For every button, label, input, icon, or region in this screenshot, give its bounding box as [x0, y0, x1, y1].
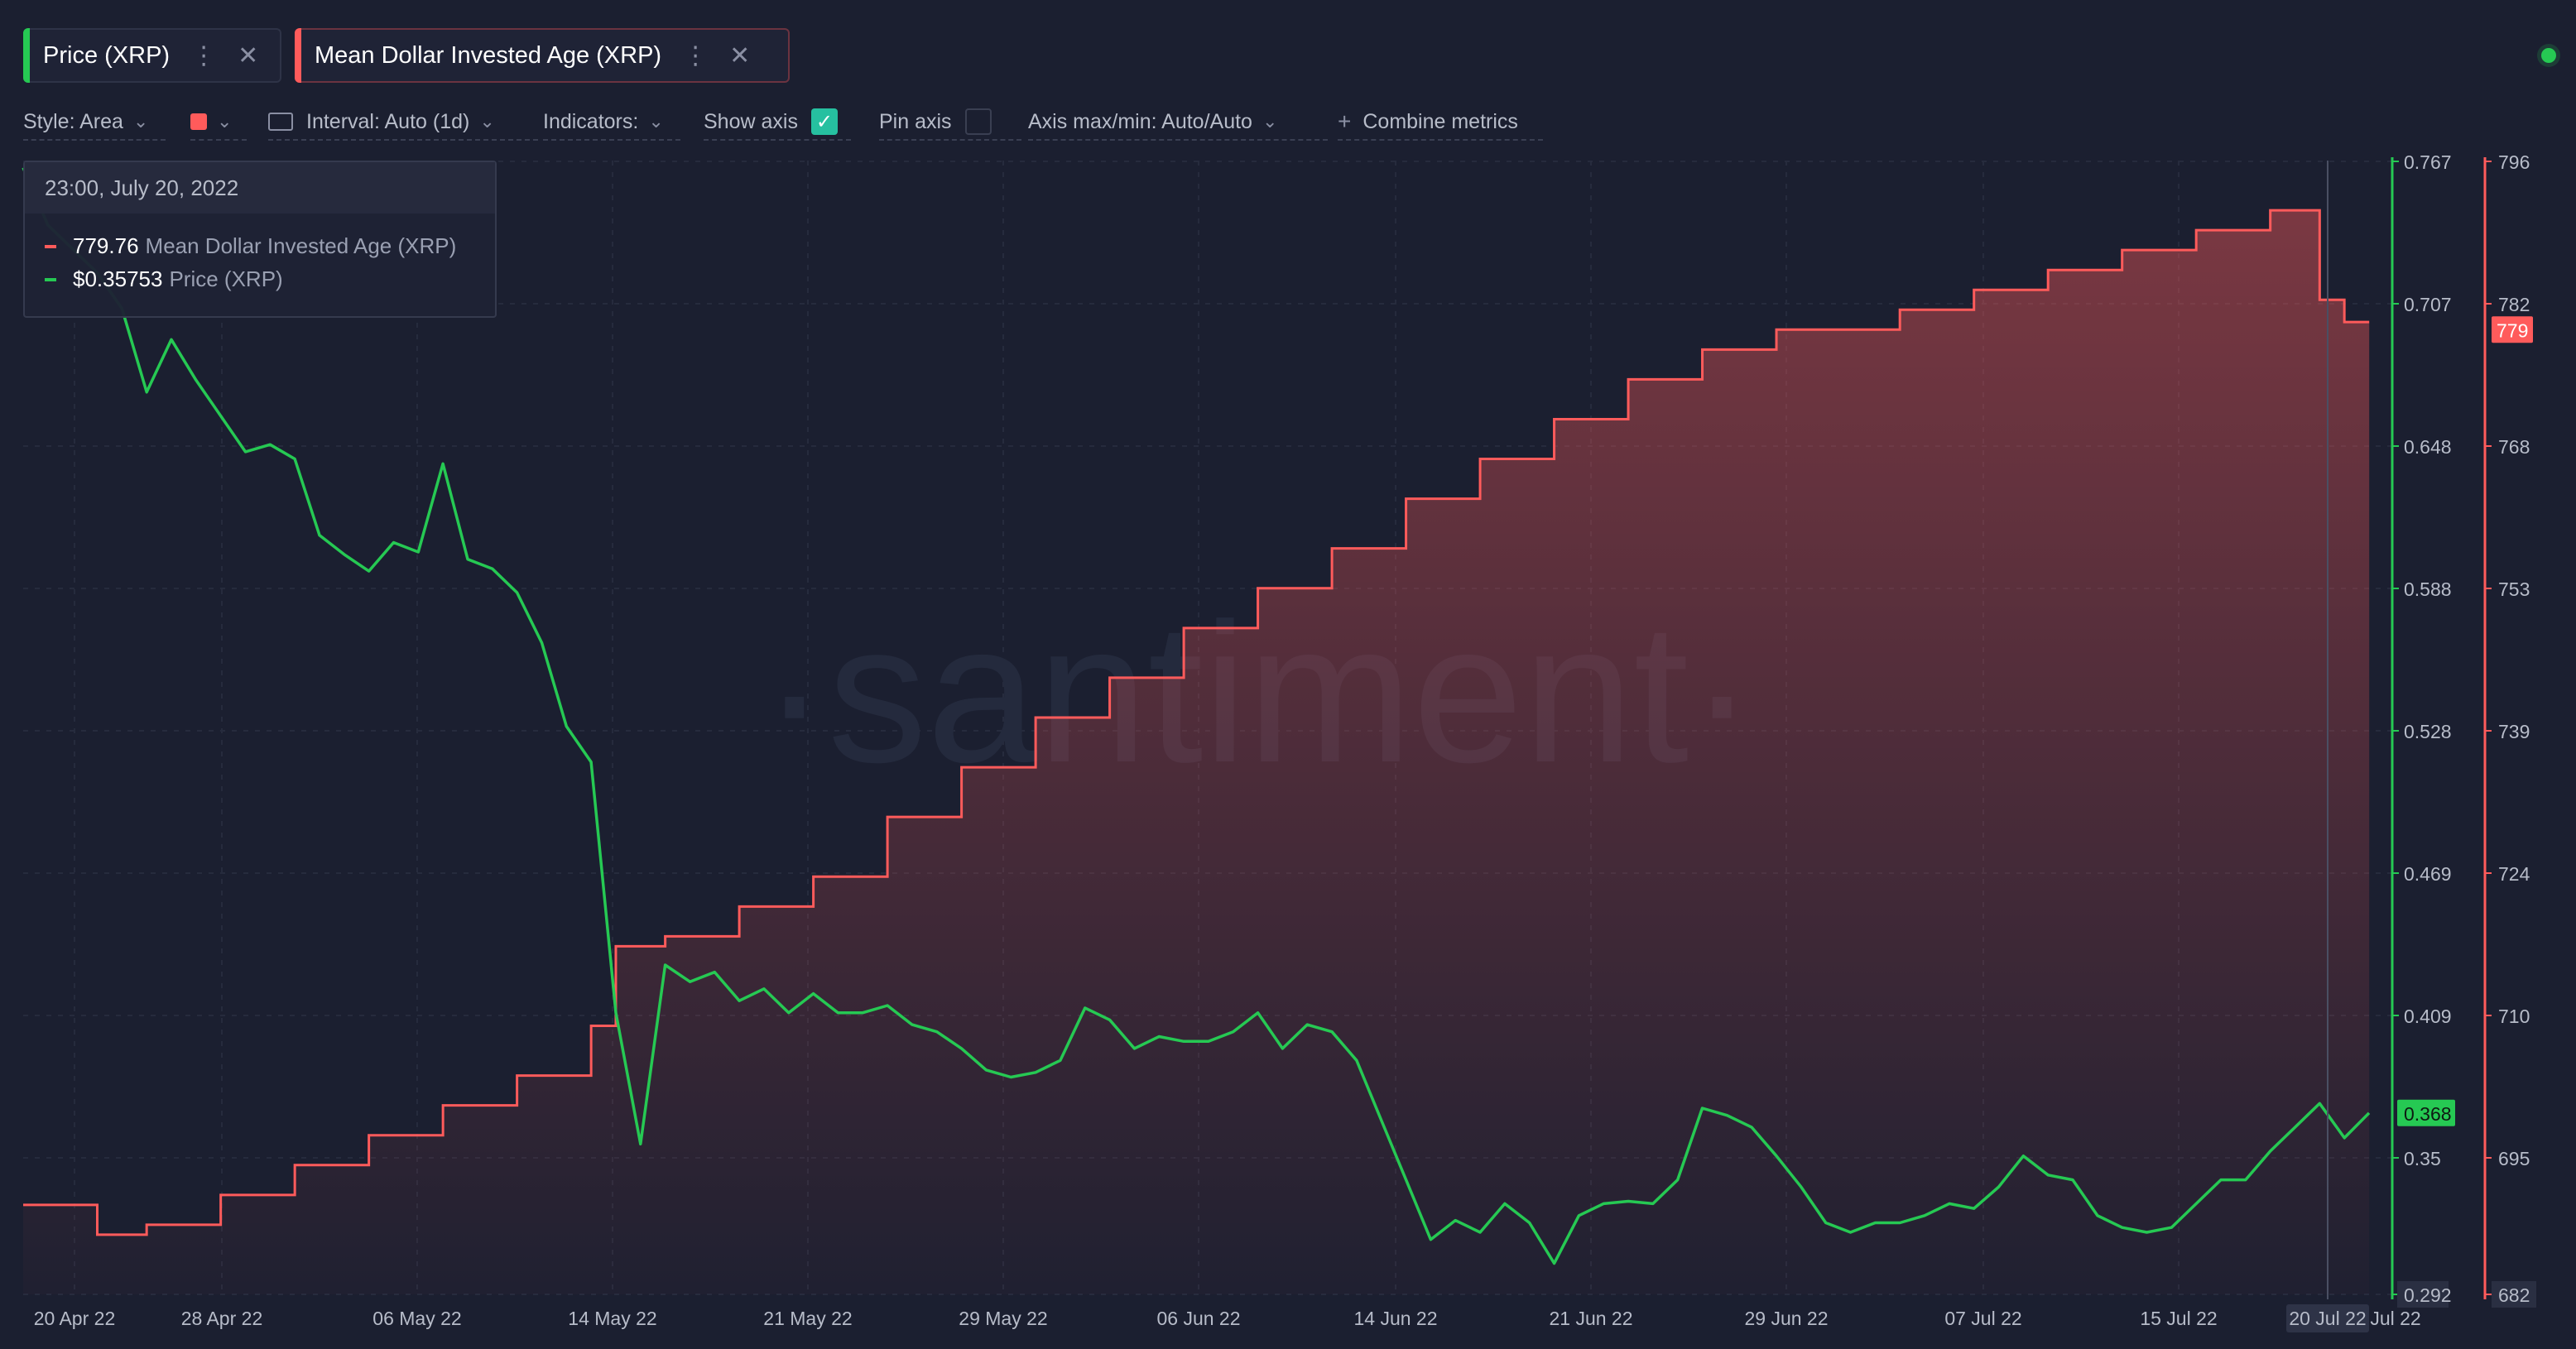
indicators-dropdown[interactable]: Indicators: ⌄	[543, 104, 680, 141]
mdia-current-marker	[2492, 316, 2533, 343]
price-tick-label: 0.648	[2404, 436, 2452, 458]
show-axis-label: Show axis	[704, 109, 798, 133]
mdia-tick-label: 682	[2498, 1284, 2530, 1306]
x-tick-label: 06 May 22	[372, 1308, 461, 1329]
mdia-tick-label: 695	[2498, 1148, 2530, 1169]
checkbox-checked-icon[interactable]: ✓	[810, 108, 838, 135]
series-color-icon	[45, 244, 56, 248]
tooltip-series-name: Price (XRP)	[169, 266, 283, 291]
more-options-icon[interactable]: ⋮	[683, 41, 709, 70]
tab-label: Mean Dollar Invested Age (XRP)	[315, 41, 662, 69]
x-tick-label: 14 Jun 22	[1353, 1308, 1437, 1329]
plus-icon: +	[1338, 108, 1352, 134]
tooltip-value: 779.76	[73, 233, 139, 258]
tooltip-value: $0.35753	[73, 266, 163, 291]
price-tick-label: 0.409	[2404, 1006, 2452, 1027]
x-tick-label: 21 May 22	[763, 1308, 852, 1329]
live-status-icon	[2541, 48, 2556, 63]
x-axis: 20 Apr 22 28 Apr 22 06 May 22 14 May 22 21 M…	[34, 1304, 2421, 1332]
x-tick-highlight	[2286, 1304, 2369, 1332]
chevron-down-icon: ⌄	[132, 111, 149, 132]
pin-axis-label: Pin axis	[879, 109, 952, 133]
mdia-axis-min-box	[2492, 1281, 2536, 1308]
x-tick-label: 29 May 22	[959, 1308, 1047, 1329]
indicators-label: Indicators:	[543, 109, 639, 133]
combine-metrics-button[interactable]: + Combine metrics	[1338, 104, 1543, 141]
interval-dropdown[interactable]: Interval: Auto (1d) ⌄	[268, 104, 538, 141]
x-tick-label: Jul 22	[2370, 1308, 2420, 1329]
x-tick-label: 20 Apr 22	[34, 1308, 115, 1329]
mdia-series-area	[23, 210, 2370, 1294]
mdia-tick-label: 782	[2498, 294, 2530, 315]
tooltip-row-mdia: 779.76 Mean Dollar Invested Age (XRP)	[45, 233, 456, 259]
axis-value-markers: 0.368 779	[2397, 316, 2533, 1126]
tooltip-row-price: $0.35753 Price (XRP)	[45, 266, 283, 292]
color-picker[interactable]: ⌄	[190, 104, 247, 141]
x-tick-label: 07 Jul 22	[1944, 1308, 2021, 1329]
price-tick-label: 0.707	[2404, 294, 2452, 315]
axis-minmax-dropdown[interactable]: Axis max/min: Auto/Auto ⌄	[1028, 104, 1328, 141]
tooltip-series-name: Mean Dollar Invested Age (XRP)	[145, 233, 457, 258]
tab-label: Price (XRP)	[43, 41, 171, 69]
price-tick-label: 0.767	[2404, 151, 2452, 173]
interval-label: Interval: Auto (1d)	[306, 109, 470, 133]
price-current-marker	[2397, 1099, 2455, 1126]
price-tick-label: 0.528	[2404, 721, 2452, 742]
chevron-down-icon: ⌄	[1262, 111, 1278, 132]
axis-minmax-label: Axis max/min: Auto/Auto	[1028, 109, 1252, 133]
mdia-current-label: 779	[2497, 319, 2528, 341]
pin-axis-toggle[interactable]: Pin axis	[879, 104, 1021, 141]
style-label: Style: Area	[23, 109, 123, 133]
price-tick-label: 0.469	[2404, 863, 2452, 885]
mdia-tick-label: 768	[2498, 436, 2530, 458]
price-series-line	[22, 167, 2371, 1265]
series-color-icon	[45, 277, 56, 281]
chevron-down-icon: ⌄	[217, 111, 233, 132]
mdia-tick-label: 710	[2498, 1006, 2530, 1027]
hover-tooltip: 23:00, July 20, 2022 779.76 Mean Dollar …	[23, 161, 497, 318]
mdia-axis: 796 782 768 753 739 724 710 695 682	[2485, 151, 2536, 1308]
x-tick-label: 21 Jun 22	[1549, 1308, 1632, 1329]
style-dropdown[interactable]: Style: Area ⌄	[23, 104, 166, 141]
x-tick-label: 28 Apr 22	[181, 1308, 262, 1329]
mdia-tick-label: 753	[2498, 578, 2530, 600]
x-tick-label: 29 Jun 22	[1744, 1308, 1828, 1329]
x-tick-label: 15 Jul 22	[2140, 1308, 2217, 1329]
chevron-down-icon: ⌄	[479, 111, 495, 132]
price-tick-label: 0.35	[2404, 1148, 2441, 1169]
close-icon[interactable]: ✕	[238, 41, 259, 70]
tooltip-date: 23:00, July 20, 2022	[25, 162, 495, 214]
x-tick-label: 14 May 22	[568, 1308, 656, 1329]
metric-tab-mdia[interactable]: Mean Dollar Invested Age (XRP) ⋮ ✕	[295, 28, 790, 83]
color-swatch-icon	[190, 113, 207, 130]
price-axis: 0.767 0.707 0.648 0.588 0.528 0.469 0.409 0.35 0…	[2392, 151, 2452, 1308]
ruler-icon	[268, 113, 293, 131]
tab-accent-bar	[295, 28, 301, 83]
show-axis-toggle[interactable]: Show axis ✓	[704, 104, 851, 141]
price-axis-min-box	[2397, 1281, 2449, 1308]
metric-tab-price[interactable]: Price (XRP) ⋮ ✕	[23, 28, 281, 83]
tab-accent-bar	[23, 28, 30, 83]
mdia-tick-label: 796	[2498, 151, 2530, 173]
more-options-icon[interactable]: ⋮	[191, 41, 217, 70]
mdia-tick-label: 724	[2498, 863, 2530, 885]
x-tick-label: 06 Jun 22	[1156, 1308, 1240, 1329]
mdia-series-line	[23, 209, 2370, 1236]
price-tick-label: 0.588	[2404, 578, 2452, 600]
close-icon[interactable]: ✕	[729, 41, 751, 70]
x-tick-label: 20 Jul 22	[2289, 1308, 2366, 1329]
price-current-label: 0.368	[2404, 1103, 2452, 1125]
mdia-tick-label: 739	[2498, 721, 2530, 742]
chevron-down-icon: ⌄	[648, 111, 664, 132]
price-tick-label: 0.292	[2404, 1284, 2452, 1306]
checkbox-unchecked-icon[interactable]	[964, 108, 992, 135]
combine-label: Combine metrics	[1362, 109, 1518, 133]
